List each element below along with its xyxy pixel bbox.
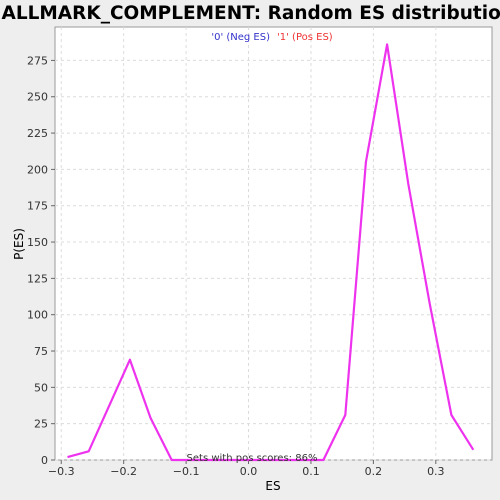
x-tick-label: 0.3 bbox=[427, 465, 445, 478]
y-tick-label: 75 bbox=[34, 345, 48, 358]
grid bbox=[55, 27, 492, 461]
y-tick-label: 125 bbox=[27, 272, 48, 285]
y-tick-label: 250 bbox=[27, 91, 48, 104]
y-tick-label: 150 bbox=[27, 236, 48, 249]
series-layer bbox=[67, 43, 475, 462]
y-axis-label: P(ES) bbox=[12, 228, 26, 260]
x-tick-label: −0.1 bbox=[173, 465, 200, 478]
y-tick-label: 175 bbox=[27, 200, 48, 213]
x-tick-label: 0.2 bbox=[365, 465, 383, 478]
plot-area bbox=[54, 26, 493, 461]
chart-title: HALLMARK_COMPLEMENT: Random ES distribut… bbox=[0, 3, 500, 24]
y-tick-label: 100 bbox=[27, 309, 48, 322]
x-tick-label: −0.3 bbox=[48, 465, 75, 478]
x-tick-label: 0.1 bbox=[302, 465, 320, 478]
y-tick-label: 275 bbox=[27, 54, 48, 67]
legend-entry-pos: '1' (Pos ES) bbox=[277, 32, 333, 43]
pos-scores-annotation: Sets with pos scores: 86% bbox=[187, 453, 318, 464]
x-tick-label: −0.2 bbox=[110, 465, 137, 478]
y-axis: 0 25 50 75 100 125 150 175 200 225 250 275 bbox=[27, 54, 55, 467]
y-tick-label: 0 bbox=[41, 454, 48, 467]
x-axis-label: ES bbox=[265, 479, 280, 493]
x-axis: −0.3 −0.2 −0.1 0.0 0.1 0.2 0.3 bbox=[48, 460, 445, 478]
legend: '0' (Neg ES) '1' (Pos ES) bbox=[211, 32, 332, 43]
x-tick-label: 0.0 bbox=[240, 465, 258, 478]
y-tick-label: 50 bbox=[34, 381, 48, 394]
y-tick-label: 200 bbox=[27, 163, 48, 176]
y-tick-label: 225 bbox=[27, 127, 48, 140]
series-line bbox=[67, 43, 475, 462]
y-tick-label: 25 bbox=[34, 418, 48, 431]
legend-entry-neg: '0' (Neg ES) bbox=[211, 32, 270, 43]
